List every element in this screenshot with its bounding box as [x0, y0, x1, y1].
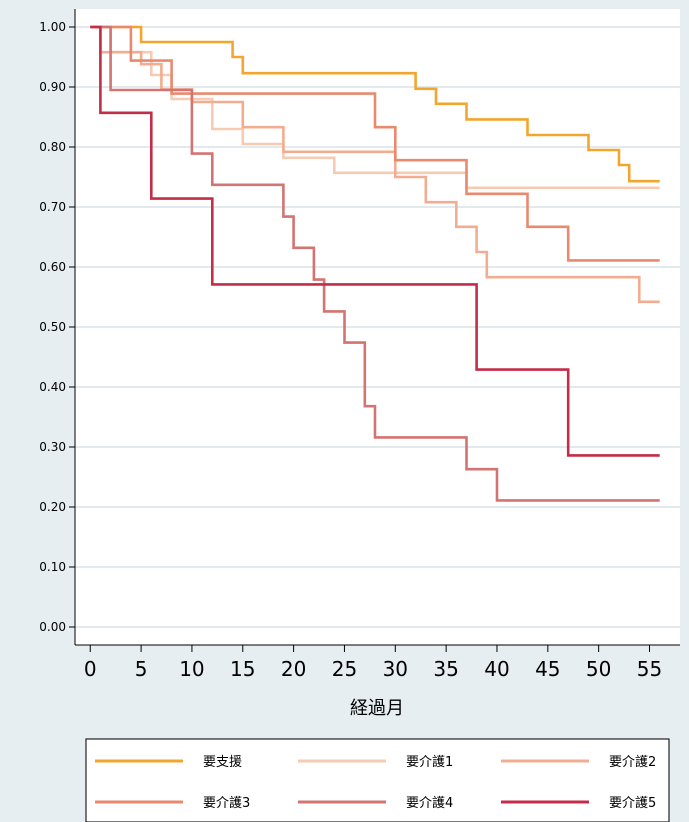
- legend-label: 要介護1: [406, 754, 453, 770]
- y-tick-label: 0.90: [39, 80, 66, 94]
- y-tick-label: 0.00: [39, 620, 66, 634]
- series-line: [90, 25, 660, 457]
- series-line: [90, 25, 660, 190]
- x-tick-label: 40: [484, 657, 509, 681]
- y-tick-label: 0.50: [39, 320, 66, 334]
- y-tick-label: 0.40: [39, 380, 66, 394]
- x-tick-label: 0: [84, 657, 97, 681]
- x-tick-label: 55: [637, 657, 662, 681]
- series-lines: [90, 25, 660, 502]
- y-tick-label: 0.20: [39, 500, 66, 514]
- y-tick-label: 0.80: [39, 140, 66, 154]
- legend-label: 要介護3: [203, 795, 250, 811]
- legend-label: 要介護2: [609, 754, 656, 770]
- y-tick-label: 0.60: [39, 260, 66, 274]
- axes: 0.00 0.10 0.20 0.30 0.40 0.50 0.60 0.70 0.80 0.90…: [39, 9, 680, 681]
- x-tick-label: 25: [332, 657, 357, 681]
- y-tick-label: 0.70: [39, 200, 66, 214]
- x-tick-label: 10: [179, 657, 204, 681]
- grid-lines: [75, 26, 680, 628]
- legend-label: 要介護4: [406, 795, 453, 811]
- x-tick-label: 30: [383, 657, 408, 681]
- legend: [85, 738, 670, 822]
- y-tick-label: 1.00: [39, 20, 66, 34]
- x-tick-label: 45: [535, 657, 560, 681]
- y-tick-label: 0.10: [39, 560, 66, 574]
- legend-items: 要支援 要介護1 要介護2 要介護3 要介護4 要介護5: [95, 754, 656, 811]
- series-line: [90, 25, 660, 183]
- x-tick-label: 35: [433, 657, 458, 681]
- legend-label: 要介護5: [609, 795, 656, 811]
- x-tick-label: 20: [281, 657, 306, 681]
- legend-label: 要支援: [203, 755, 242, 770]
- x-tick-label: 15: [230, 657, 255, 681]
- x-axis-title: 経過月: [350, 698, 404, 719]
- x-tick-label: 5: [135, 657, 148, 681]
- series-line: [90, 25, 660, 304]
- x-tick-label: 50: [586, 657, 611, 681]
- series-line: [90, 25, 660, 262]
- y-tick-label: 0.30: [39, 440, 66, 454]
- series-line: [90, 25, 660, 502]
